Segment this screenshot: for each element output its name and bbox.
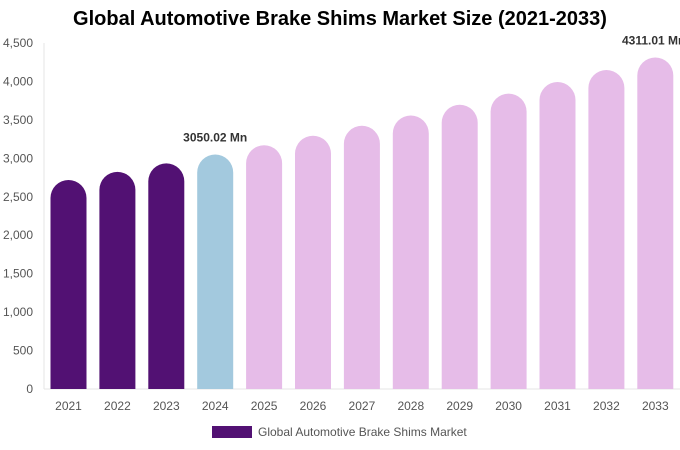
y-tick-label: 1,000 <box>3 305 33 319</box>
bar-2028 <box>392 115 429 389</box>
y-tick-label: 500 <box>13 344 33 358</box>
data-label-2024: 3050.02 Mn <box>183 130 247 144</box>
y-tick-label: 2,500 <box>3 190 33 204</box>
data-label-2033: 4311.01 Mn <box>622 34 680 48</box>
bar-2026 <box>295 135 331 389</box>
x-tick-label: 2026 <box>300 399 327 413</box>
y-tick-label: 1,500 <box>3 267 33 281</box>
chart-title: Global Automotive Brake Shims Market Siz… <box>73 8 607 30</box>
x-tick-label: 2030 <box>495 399 522 413</box>
bar-2025 <box>246 145 283 389</box>
x-tick-label: 2033 <box>642 399 669 413</box>
bar-2024 <box>197 154 234 389</box>
x-tick-label: 2031 <box>544 399 571 413</box>
bar-2023 <box>148 163 185 389</box>
x-tick-label: 2023 <box>153 399 180 413</box>
x-tick-label: 2027 <box>349 399 376 413</box>
x-tick-label: 2024 <box>202 399 229 413</box>
y-tick-label: 3,500 <box>3 113 33 127</box>
x-tick-label: 2022 <box>104 399 131 413</box>
bar-2027 <box>343 125 380 389</box>
y-tick-label: 4,000 <box>3 74 33 88</box>
y-tick-label: 2,000 <box>3 228 33 242</box>
y-tick-label: 4,500 <box>3 36 33 50</box>
x-tick-label: 2032 <box>593 399 620 413</box>
bar-2021 <box>50 180 87 389</box>
y-tick-label: 3,000 <box>3 151 33 165</box>
x-tick-label: 2025 <box>251 399 278 413</box>
x-tick-label: 2028 <box>397 399 424 413</box>
y-tick-label: 0 <box>26 382 33 396</box>
bar-2030 <box>490 93 527 390</box>
x-tick-label: 2021 <box>55 399 82 413</box>
bar-2032 <box>588 69 625 389</box>
legend: Global Automotive Brake Shims Market <box>212 425 467 439</box>
bar-2031 <box>539 82 576 389</box>
bar-2022 <box>99 171 136 389</box>
bar-2033 <box>637 57 674 389</box>
x-tick-label: 2029 <box>446 399 473 413</box>
bar-2029 <box>441 104 478 390</box>
legend-swatch <box>212 426 252 438</box>
legend-label: Global Automotive Brake Shims Market <box>258 425 467 439</box>
